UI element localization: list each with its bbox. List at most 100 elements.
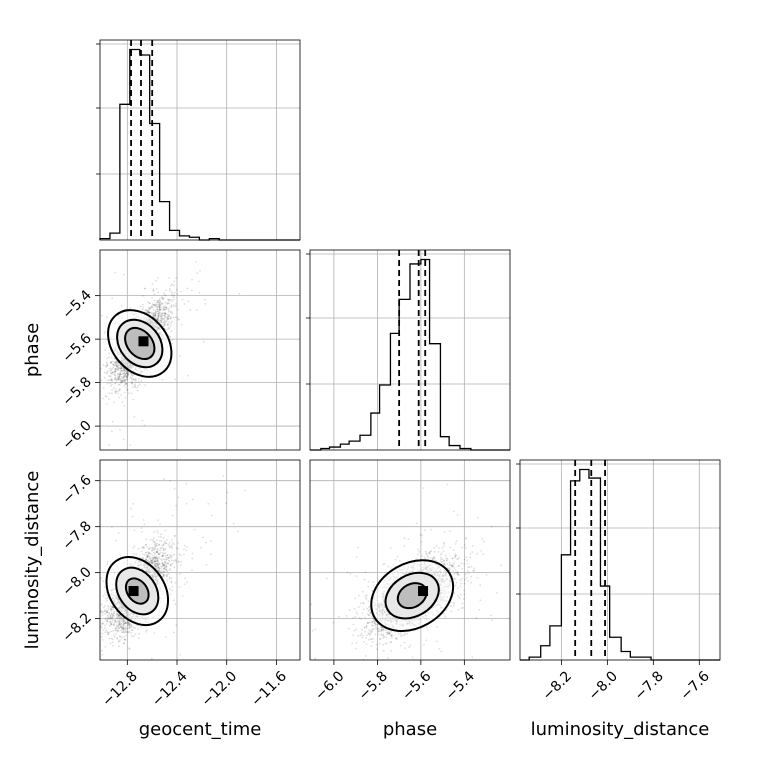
scatter-point [173, 559, 176, 562]
scatter-point [147, 301, 149, 303]
scatter-point [77, 663, 79, 665]
scatter-point [156, 529, 158, 532]
scatter-point [150, 553, 152, 556]
scatter-point [124, 370, 127, 373]
scatter-point [122, 379, 124, 382]
scatter-point [158, 308, 161, 311]
scatter-point [107, 608, 110, 610]
scatter-point [127, 374, 129, 376]
scatter-point [170, 577, 173, 580]
scatter-point [171, 542, 174, 544]
scatter-point [92, 591, 94, 593]
scatter-point [152, 312, 155, 315]
scatter-point [126, 375, 129, 378]
scatter-point [174, 559, 177, 562]
scatter-point [110, 379, 113, 382]
scatter-point [170, 311, 173, 314]
scatter-point [161, 318, 163, 320]
scatter-point [151, 550, 153, 552]
scatter-point [202, 340, 205, 343]
scatter-point [115, 377, 118, 380]
scatter-point [131, 382, 134, 385]
scatter-point [174, 535, 177, 537]
scatter-point [160, 568, 163, 570]
scatter-point [153, 549, 155, 551]
scatter-point [158, 298, 161, 301]
scatter-point [104, 631, 107, 634]
scatter-point [106, 620, 108, 623]
scatter-point [120, 618, 123, 620]
scatter-point [174, 603, 177, 605]
scatter-point [101, 622, 104, 625]
scatter-point [156, 567, 159, 570]
scatter-point [127, 621, 130, 623]
scatter-point [111, 620, 113, 623]
scatter-point [148, 308, 151, 311]
scatter-point [112, 606, 114, 608]
scatter-point [133, 384, 136, 387]
scatter-point [156, 539, 159, 541]
scatter-point [169, 284, 172, 287]
scatter-point [161, 572, 163, 575]
scatter-point [120, 375, 123, 378]
scatter-point [120, 619, 123, 622]
scatter-point [129, 626, 131, 629]
scatter-point [127, 631, 129, 634]
scatter-point [122, 376, 125, 378]
scatter-point [118, 378, 121, 381]
scatter-point [122, 628, 125, 631]
scatter-point [165, 320, 168, 322]
scatter-point [100, 610, 103, 613]
scatter-point [176, 308, 179, 311]
scatter-point [160, 319, 163, 322]
scatter-point [121, 367, 123, 370]
scatter-point [153, 546, 156, 549]
scatter-point [156, 565, 159, 567]
scatter-point [201, 222, 203, 224]
scatter-point [181, 595, 184, 597]
scatter-point [120, 625, 123, 628]
scatter-point [108, 631, 111, 634]
scatter-point [110, 608, 112, 611]
scatter-point [165, 565, 168, 568]
scatter-point [187, 374, 189, 377]
scatter-point [145, 559, 148, 561]
scatter-point [159, 536, 162, 538]
scatter-point [134, 633, 137, 636]
scatter-point [104, 604, 106, 607]
scatter-point [185, 549, 188, 552]
scatter-point [167, 557, 170, 559]
scatter-point [104, 371, 106, 374]
scatter-point [114, 370, 117, 373]
scatter-point [159, 312, 162, 315]
scatter-point [123, 372, 126, 375]
scatter-point [198, 291, 201, 294]
scatter-point [178, 318, 181, 321]
scatter-point [145, 631, 148, 633]
scatter-point [151, 306, 153, 308]
scatter-point [167, 556, 169, 559]
scatter-point [120, 381, 123, 384]
scatter-point [123, 622, 126, 625]
scatter-point [175, 303, 177, 305]
scatter-point [158, 302, 161, 304]
scatter-point [109, 623, 112, 626]
scatter-point [153, 555, 156, 558]
scatter-point [138, 632, 141, 635]
scatter-point [145, 557, 148, 560]
scatter-point [46, 720, 48, 722]
scatter-point [100, 379, 103, 382]
scatter-point [118, 619, 121, 621]
scatter-point [169, 335, 172, 338]
scatter-point [110, 361, 112, 364]
scatter-point [152, 537, 155, 540]
scatter-point [151, 558, 154, 561]
scatter-point [122, 619, 124, 621]
scatter-point [117, 532, 120, 534]
scatter-point [173, 280, 176, 283]
panel-frame [99, 249, 301, 451]
scatter-point [105, 623, 108, 625]
scatter-point [161, 297, 164, 299]
scatter-point [108, 625, 111, 627]
scatter-point [117, 614, 120, 617]
